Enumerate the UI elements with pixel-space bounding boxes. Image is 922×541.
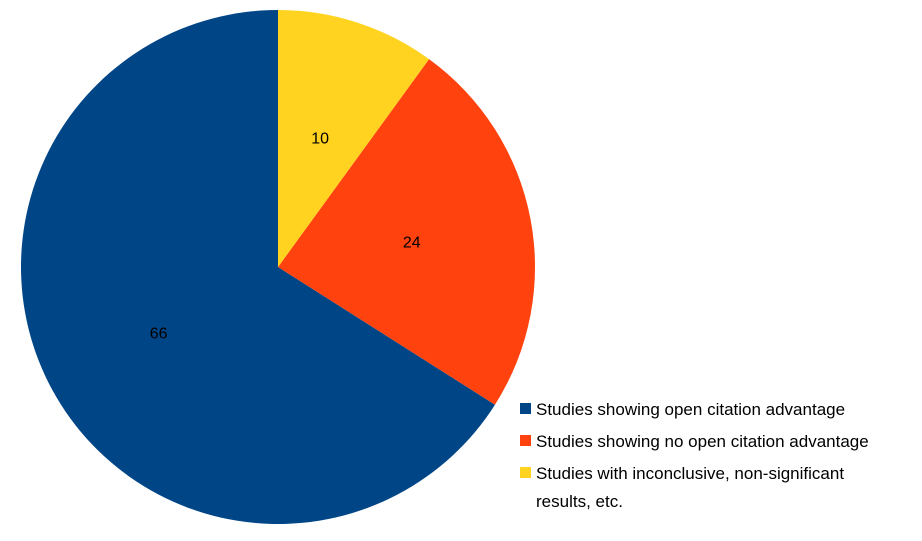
legend-label-1: Studies showing no open citation advanta… — [536, 432, 869, 451]
legend-swatch-1 — [520, 435, 531, 446]
legend-label-0: Studies showing open citation advantage — [536, 400, 845, 419]
pie-slice-1 — [278, 59, 536, 405]
legend-item-0: Studies showing open citation advantage — [520, 400, 845, 419]
pie-slices — [20, 10, 536, 524]
legend-item-2: Studies with inconclusive, non-significa… — [520, 464, 844, 511]
legend-label-line: Studies showing no open citation advanta… — [536, 432, 869, 451]
legend: Studies showing open citation advantage S… — [520, 400, 869, 511]
pie-slice-0 — [20, 10, 495, 524]
legend-swatch-2 — [520, 467, 531, 478]
legend-label-2: Studies with inconclusive, non-significa… — [536, 464, 844, 511]
pie-slice-value-label-1: 24 — [403, 234, 421, 251]
pie-slice-value-label-2: 10 — [311, 130, 329, 147]
pie-slice-labels: 66 24 10 — [150, 130, 421, 342]
legend-label-line: Studies showing open citation advantage — [536, 400, 845, 419]
legend-swatch-0 — [520, 403, 531, 414]
legend-label-line: results, etc. — [536, 492, 623, 511]
pie-slice-value-label-0: 66 — [150, 326, 168, 343]
pie-slice-2 — [278, 10, 430, 267]
legend-label-line: Studies with inconclusive, non-significa… — [536, 464, 844, 483]
legend-item-1: Studies showing no open citation advanta… — [520, 432, 869, 451]
